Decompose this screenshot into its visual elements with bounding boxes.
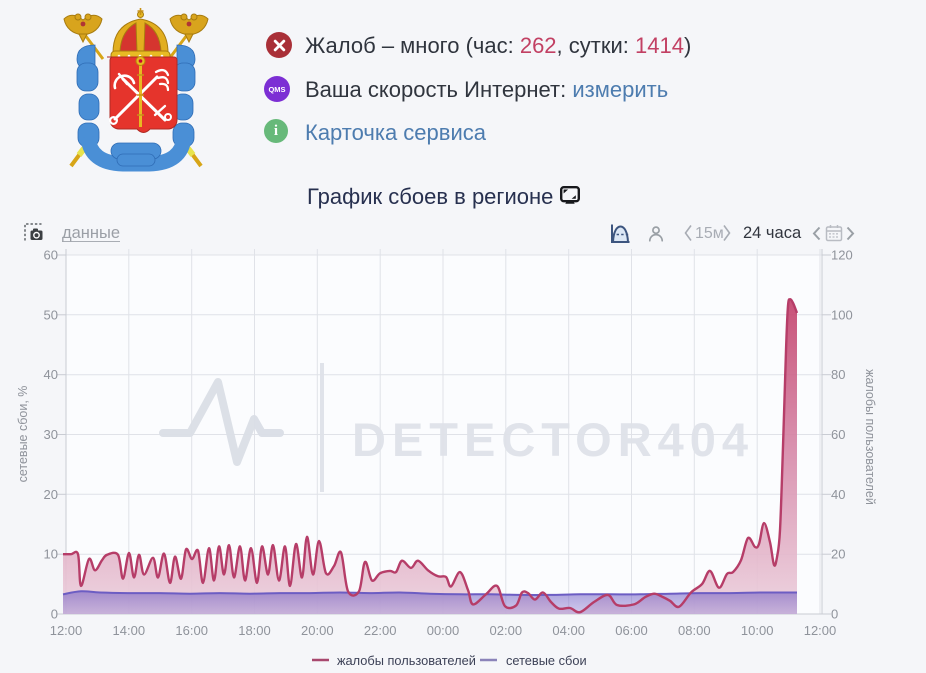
svg-text:сетевые сбои: сетевые сбои <box>506 653 587 668</box>
svg-text:00:00: 00:00 <box>427 623 460 638</box>
svg-text:40: 40 <box>44 367 58 382</box>
svg-text:08:00: 08:00 <box>678 623 711 638</box>
svg-text:120: 120 <box>831 248 853 263</box>
svg-text:80: 80 <box>831 367 845 382</box>
svg-text:12:00: 12:00 <box>50 623 83 638</box>
svg-text:0: 0 <box>831 607 838 622</box>
svg-text:DETECTOR404: DETECTOR404 <box>352 413 754 466</box>
svg-text:50: 50 <box>44 307 58 322</box>
svg-text:06:00: 06:00 <box>615 623 648 638</box>
svg-text:сетевые сбои, %: сетевые сбои, % <box>16 386 30 483</box>
svg-text:20: 20 <box>44 487 58 502</box>
svg-text:14:00: 14:00 <box>113 623 146 638</box>
svg-text:20: 20 <box>831 547 845 562</box>
svg-text:12:00: 12:00 <box>804 623 837 638</box>
svg-text:30: 30 <box>44 427 58 442</box>
svg-text:40: 40 <box>831 487 845 502</box>
svg-text:20:00: 20:00 <box>301 623 334 638</box>
svg-text:04:00: 04:00 <box>552 623 585 638</box>
svg-text:жалобы пользователей: жалобы пользователей <box>337 653 476 668</box>
svg-text:10:00: 10:00 <box>741 623 774 638</box>
svg-text:10: 10 <box>44 547 58 562</box>
svg-text:60: 60 <box>44 248 58 263</box>
svg-text:60: 60 <box>831 427 845 442</box>
svg-text:02:00: 02:00 <box>490 623 523 638</box>
svg-text:18:00: 18:00 <box>238 623 271 638</box>
svg-text:22:00: 22:00 <box>364 623 397 638</box>
svg-text:16:00: 16:00 <box>175 623 208 638</box>
svg-text:0: 0 <box>51 607 58 622</box>
svg-text:жалобы пользователей: жалобы пользователей <box>863 369 877 505</box>
svg-text:100: 100 <box>831 307 853 322</box>
